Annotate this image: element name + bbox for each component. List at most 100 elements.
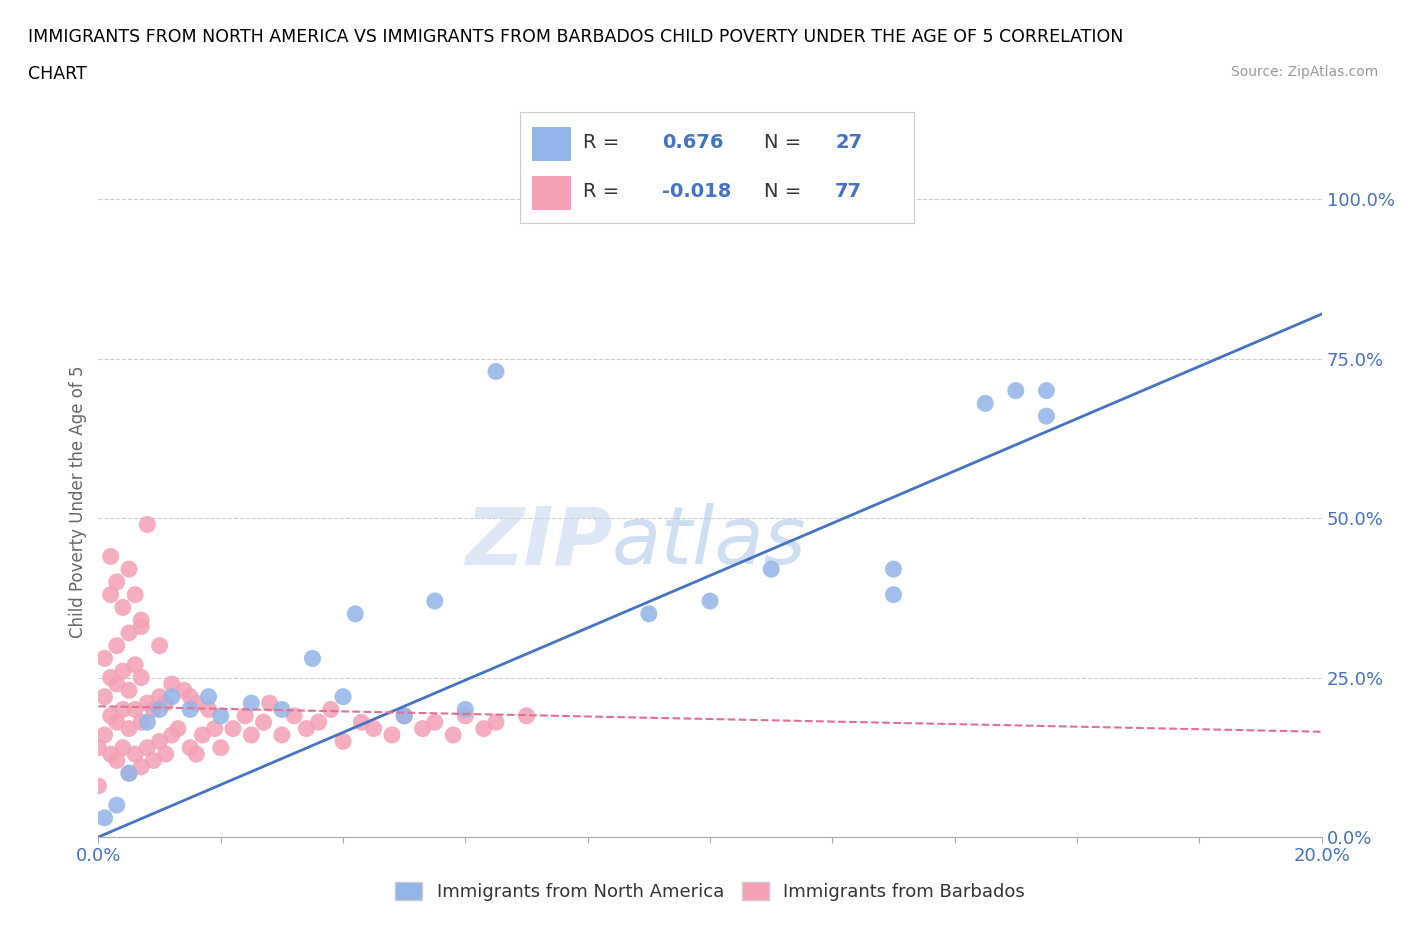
Point [142,753,165,768]
Point [136,740,159,755]
Point [974,396,997,411]
Point [111,702,134,717]
Text: 27: 27 [835,133,862,153]
Text: R =: R = [583,133,620,153]
Point [308,715,330,730]
Point [283,709,305,724]
Point [270,727,292,742]
Point [637,606,661,621]
Point [160,727,183,742]
Point [155,747,177,762]
Point [319,702,342,717]
Point [93,689,115,704]
Point [142,702,165,717]
Point [222,721,245,736]
Point [252,715,274,730]
Point [1004,383,1026,398]
Point [516,709,538,724]
Point [1035,383,1057,398]
Point [179,689,201,704]
Point [204,721,226,736]
Point [186,747,208,762]
Point [105,638,128,653]
Point [105,676,128,691]
Point [105,575,128,590]
Point [100,709,122,724]
Point [240,727,263,742]
Point [454,709,477,724]
Point [124,702,146,717]
Point [149,689,172,704]
Point [87,740,110,755]
Point [441,727,464,742]
Point [118,626,141,641]
Point [191,727,214,742]
Point [423,715,446,730]
Point [883,587,905,602]
Point [118,683,141,698]
Point [93,810,115,825]
Point [186,696,208,711]
Point [118,562,141,577]
Point [124,587,146,602]
Point [350,715,373,730]
Point [197,689,219,704]
Legend: Immigrants from North America, Immigrants from Barbados: Immigrants from North America, Immigrant… [388,874,1032,909]
FancyBboxPatch shape [531,177,571,210]
Text: ZIP: ZIP [465,503,612,581]
Point [118,765,141,780]
Point [105,715,128,730]
Text: -0.018: -0.018 [662,182,731,202]
Point [301,651,323,666]
Point [759,562,782,577]
Point [344,606,367,621]
Y-axis label: Child Poverty Under the Age of 5: Child Poverty Under the Age of 5 [69,365,87,639]
Point [295,721,318,736]
Point [100,549,122,564]
Point [332,734,354,749]
Point [392,709,416,724]
Text: CHART: CHART [28,65,87,83]
Point [454,702,477,717]
Point [149,734,172,749]
Point [136,517,159,532]
Point [155,696,177,711]
Text: 0.676: 0.676 [662,133,724,153]
Text: N =: N = [765,182,801,202]
Point [100,587,122,602]
Point [197,702,219,717]
Text: Source: ZipAtlas.com: Source: ZipAtlas.com [1230,65,1378,79]
Point [149,702,172,717]
Point [332,689,354,704]
Point [100,671,122,685]
Point [179,740,201,755]
Point [118,765,141,780]
Point [883,562,905,577]
Point [160,676,183,691]
Point [129,613,152,628]
Point [259,696,281,711]
Point [412,721,434,736]
Point [173,683,195,698]
FancyBboxPatch shape [531,127,571,161]
Point [179,702,201,717]
Point [381,727,404,742]
Point [105,798,128,813]
Point [167,721,190,736]
Point [111,740,134,755]
Point [129,671,152,685]
Point [363,721,385,736]
Point [93,727,115,742]
Point [105,753,128,768]
Point [136,696,159,711]
Point [136,715,159,730]
Text: IMMIGRANTS FROM NORTH AMERICA VS IMMIGRANTS FROM BARBADOS CHILD POVERTY UNDER TH: IMMIGRANTS FROM NORTH AMERICA VS IMMIGRA… [28,28,1123,46]
Point [111,664,134,679]
Point [129,619,152,634]
Point [240,696,263,711]
Point [124,658,146,672]
Point [485,364,508,379]
Point [100,747,122,762]
Point [1035,408,1057,423]
Point [149,638,172,653]
